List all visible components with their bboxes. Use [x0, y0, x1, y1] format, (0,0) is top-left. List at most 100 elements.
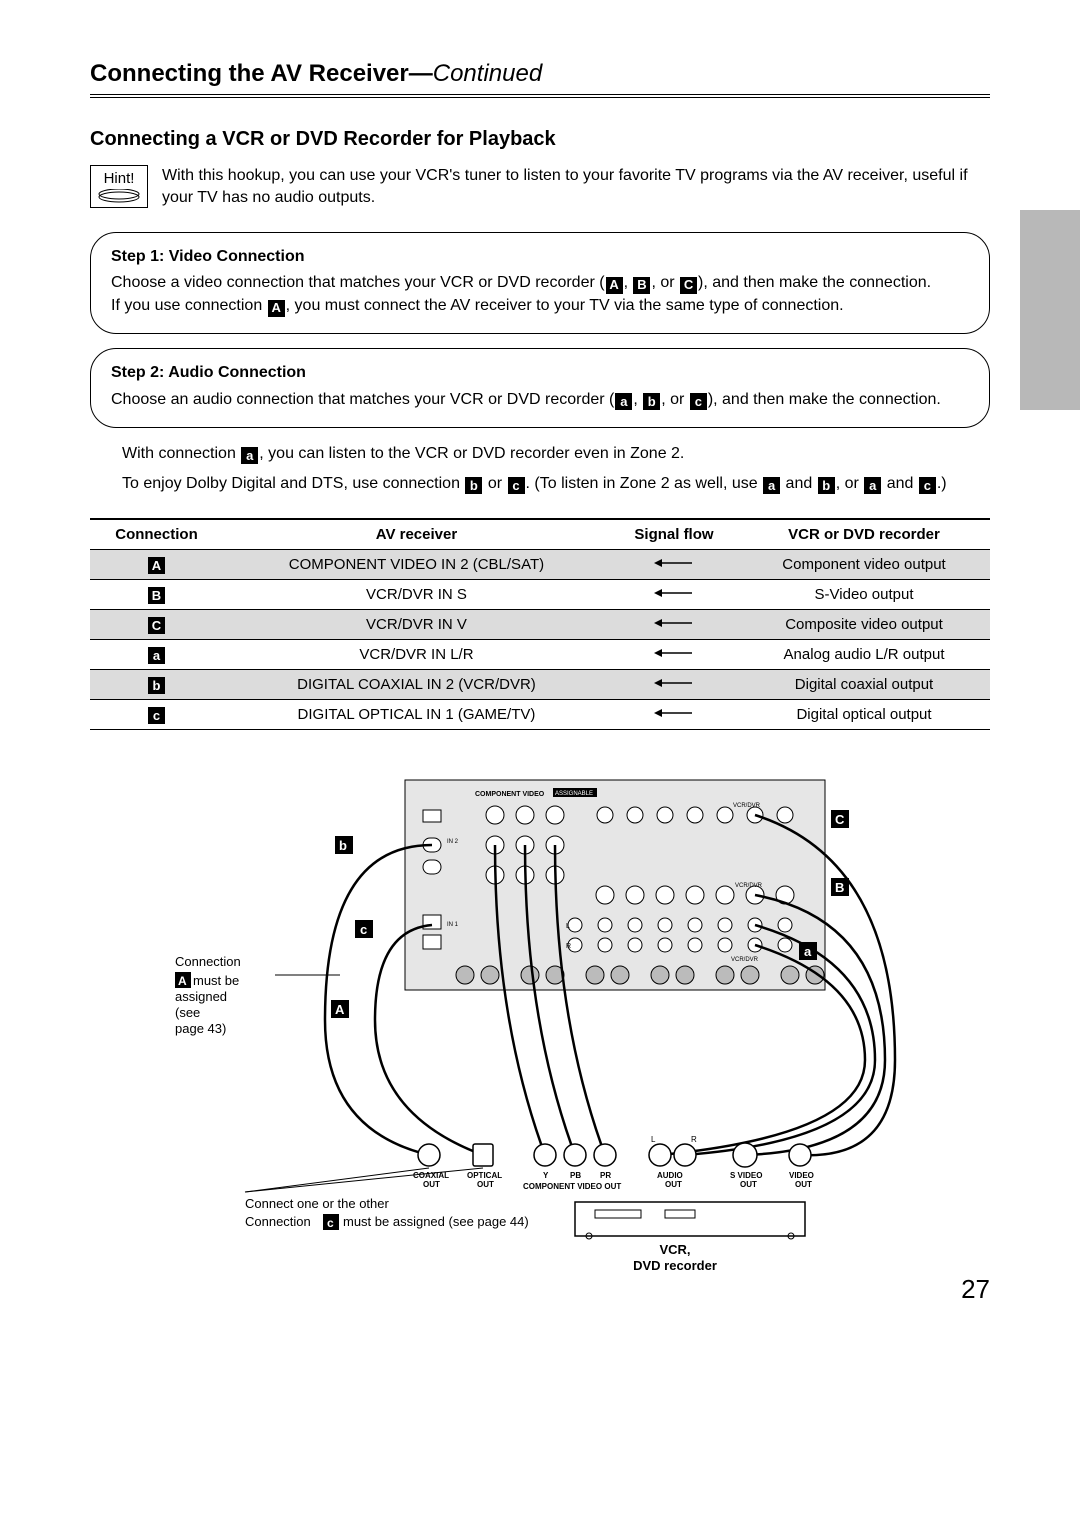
svg-text:OUT: OUT	[423, 1180, 440, 1189]
svg-text:OUT: OUT	[665, 1180, 682, 1189]
row-tag: c	[148, 707, 165, 724]
svg-text:OUT: OUT	[740, 1180, 757, 1189]
cell-flow	[610, 609, 738, 639]
diag-note-left1: Connection	[175, 954, 241, 969]
text: and	[882, 475, 918, 492]
row-tag: a	[148, 647, 165, 664]
th-connection: Connection	[90, 519, 223, 550]
svg-text:S VIDEO: S VIDEO	[730, 1171, 762, 1180]
row-tag: C	[148, 617, 165, 634]
svg-text:VCR,: VCR,	[659, 1242, 690, 1257]
svg-text:VCR/DVR: VCR/DVR	[735, 883, 763, 889]
text: , or	[661, 391, 689, 408]
svg-text:IN 1: IN 1	[447, 922, 459, 928]
hint-text: With this hookup, you can use your VCR's…	[162, 165, 990, 210]
svg-text:A: A	[178, 974, 187, 988]
hint-icon	[98, 189, 140, 205]
cell-av: VCR/DVR IN V	[223, 609, 610, 639]
cell-flow	[610, 639, 738, 669]
tag-c: c	[919, 477, 936, 494]
svg-text:C: C	[835, 812, 845, 827]
hint-box: Hint!	[90, 165, 148, 208]
svg-text:COMPONENT VIDEO: COMPONENT VIDEO	[475, 791, 545, 798]
table-row: bDIGITAL COAXIAL IN 2 (VCR/DVR)Digital c…	[90, 669, 990, 699]
text: ,	[633, 391, 642, 408]
cell-flow	[610, 699, 738, 729]
wiring-diagram: COMPONENT VIDEO ASSIGNABLE VCR/DVR VCR/D…	[90, 760, 990, 1305]
cell-flow	[610, 549, 738, 579]
cell-dev: Analog audio L/R output	[738, 639, 990, 669]
cell-dev: Component video output	[738, 549, 990, 579]
text: , you can listen to the VCR or DVD recor…	[259, 445, 684, 462]
th-av: AV receiver	[223, 519, 610, 550]
cell-flow	[610, 579, 738, 609]
svg-text:OUT: OUT	[477, 1180, 494, 1189]
svg-text:ASSIGNABLE: ASSIGNABLE	[555, 791, 593, 797]
page-number: 27	[961, 1274, 990, 1305]
svg-text:OUT: OUT	[795, 1180, 812, 1189]
row-tag: A	[148, 557, 165, 574]
text: ), and then make the connection.	[708, 391, 941, 408]
svg-text:assigned: assigned	[175, 989, 227, 1004]
svg-text:c: c	[327, 1216, 334, 1230]
tag-c: c	[690, 393, 707, 410]
svg-text:Connection: Connection	[245, 1214, 311, 1229]
svg-text:(see: (see	[175, 1005, 200, 1020]
step1-line2: If you use connection A, you must connec…	[111, 294, 969, 317]
svg-text:page 43): page 43)	[175, 1021, 226, 1036]
cell-dev: Composite video output	[738, 609, 990, 639]
hint-label: Hint!	[104, 170, 135, 187]
text: ,	[624, 274, 633, 291]
svg-text:COMPONENT VIDEO OUT: COMPONENT VIDEO OUT	[523, 1182, 621, 1191]
row-tag: B	[148, 587, 165, 604]
side-tab	[1020, 210, 1080, 410]
table-row: ACOMPONENT VIDEO IN 2 (CBL/SAT)Component…	[90, 549, 990, 579]
tag-a: a	[615, 393, 632, 410]
row-tag: b	[148, 677, 165, 694]
svg-text:A: A	[335, 1002, 345, 1017]
tag-b: b	[818, 477, 835, 494]
text: , or	[836, 475, 864, 492]
tag-b: b	[643, 393, 660, 410]
cell-dev: S-Video output	[738, 579, 990, 609]
section-title: Connecting a VCR or DVD Recorder for Pla…	[90, 128, 990, 151]
text: .)	[937, 475, 947, 492]
svg-text:b: b	[339, 838, 347, 853]
step2-box: Step 2: Audio Connection Choose an audio…	[90, 348, 990, 427]
text: Choose a video connection that matches y…	[111, 274, 605, 291]
arrow-left-icon	[654, 587, 694, 599]
text: Choose an audio connection that matches …	[111, 391, 614, 408]
table-row: cDIGITAL OPTICAL IN 1 (GAME/TV)Digital o…	[90, 699, 990, 729]
svg-text:L: L	[651, 1135, 656, 1144]
th-dev: VCR or DVD recorder	[738, 519, 990, 550]
tag-a: a	[864, 477, 881, 494]
arrow-left-icon	[654, 647, 694, 659]
svg-text:PR: PR	[600, 1171, 611, 1180]
cell-av: VCR/DVR IN L/R	[223, 639, 610, 669]
text: To enjoy Dolby Digital and DTS, use conn…	[122, 475, 464, 492]
svg-text:must be assigned (see page 44): must be assigned (see page 44)	[343, 1214, 529, 1229]
tag-A: A	[606, 277, 623, 294]
text: ), and then make the connection.	[698, 274, 931, 291]
connection-table: Connection AV receiver Signal flow VCR o…	[90, 518, 990, 730]
svg-text:c: c	[360, 922, 367, 937]
table-row: a VCR/DVR IN L/R Analog audio L/R output	[90, 639, 990, 669]
svg-text:DVD recorder: DVD recorder	[633, 1258, 717, 1273]
para1: With connection a, you can listen to the…	[122, 442, 990, 466]
tag-a: a	[241, 447, 258, 464]
tag-C: C	[680, 277, 697, 294]
th-flow: Signal flow	[610, 519, 738, 550]
svg-text:Connect one or the other: Connect one or the other	[245, 1196, 389, 1211]
tag-B: B	[633, 277, 650, 294]
arrow-left-icon	[654, 707, 694, 719]
svg-text:R: R	[691, 1135, 697, 1144]
arrow-left-icon	[654, 557, 694, 569]
step2-title: Step 2: Audio Connection	[111, 361, 969, 384]
table-row: C VCR/DVR IN V Composite video output	[90, 609, 990, 639]
step2-line1: Choose an audio connection that matches …	[111, 388, 969, 411]
step1-line1: Choose a video connection that matches y…	[111, 271, 969, 294]
text: and	[781, 475, 817, 492]
cell-dev: Digital optical output	[738, 699, 990, 729]
text: , you must connect the AV receiver to yo…	[286, 297, 844, 314]
svg-text:Y: Y	[543, 1171, 549, 1180]
